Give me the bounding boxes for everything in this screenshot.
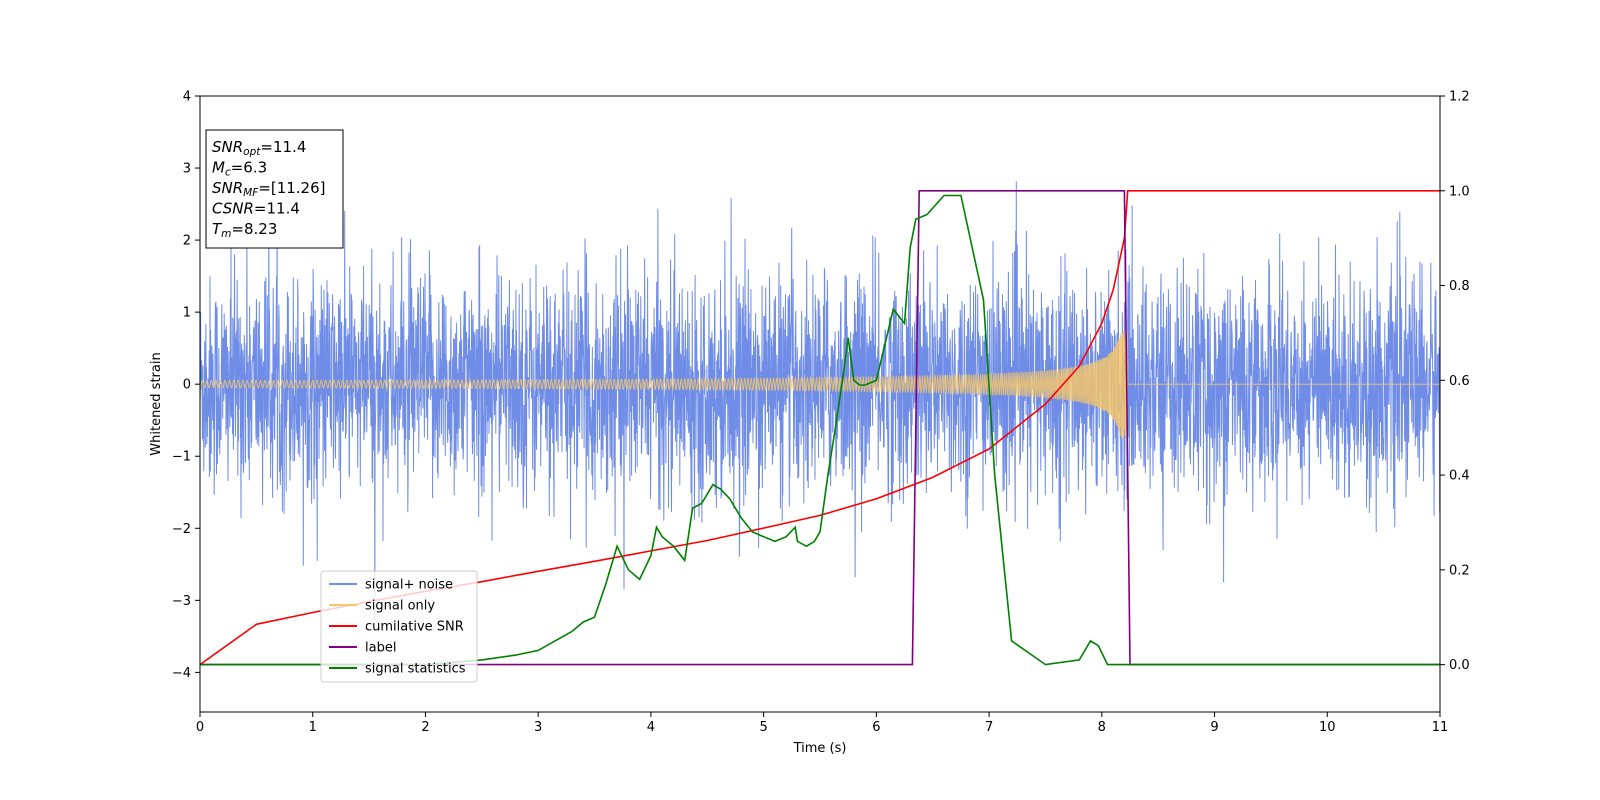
x-tick-label: 6 (872, 720, 880, 735)
legend-label: signal statistics (365, 662, 466, 677)
series-signal-noise (200, 177, 1440, 620)
y-tick-label: −4 (172, 666, 191, 681)
legend-label: signal+ noise (365, 578, 453, 593)
x-tick-label: 3 (534, 720, 542, 735)
y-tick-label: −3 (172, 594, 191, 609)
y2-tick-label: 0.2 (1449, 563, 1470, 578)
x-tick-label: 4 (647, 720, 655, 735)
info-line: Mc=6.3 (212, 159, 267, 179)
x-tick-label: 0 (196, 720, 204, 735)
y2-tick-label: 1.0 (1449, 184, 1470, 199)
y2-tick-label: 0.4 (1449, 469, 1470, 484)
info-line: SNRMF=[11.26] (212, 179, 326, 199)
y2-tick-label: 0.0 (1449, 658, 1470, 673)
x-axis: 0 1 2 3 4 5 6 7 8 9 10 11 (196, 712, 1448, 735)
y-axis-right: 1.2 1.0 0.8 0.6 0.4 0.2 0.0 (1440, 90, 1470, 673)
x-tick-label: 9 (1210, 720, 1218, 735)
y2-tick-label: 0.6 (1449, 374, 1470, 389)
legend-label: signal only (365, 599, 435, 614)
y-tick-label: 2 (183, 234, 191, 249)
y2-tick-label: 0.8 (1449, 279, 1470, 294)
x-axis-label: Time (s) (793, 741, 847, 756)
x-tick-label: 1 (309, 720, 317, 735)
legend-label: cumilative SNR (365, 620, 464, 635)
x-tick-label: 10 (1319, 720, 1336, 735)
series-signal-only (200, 330, 1440, 439)
x-tick-label: 8 (1098, 720, 1106, 735)
x-tick-label: 11 (1432, 720, 1449, 735)
x-tick-label: 7 (985, 720, 993, 735)
info-line: CSNR=11.4 (212, 200, 300, 218)
y2-tick-label: 1.2 (1449, 90, 1470, 105)
legend: signal+ noise signal only cumilative SNR la… (320, 570, 478, 683)
info-line: Tm=8.23 (212, 220, 277, 240)
y-tick-label: 0 (183, 378, 191, 393)
x-tick-label: 5 (759, 720, 767, 735)
y-tick-label: 4 (183, 90, 191, 105)
y-tick-label: 3 (183, 162, 191, 177)
info-box-frame (205, 129, 344, 249)
y-tick-label: −2 (172, 522, 191, 537)
y-axis-label: Whitened strain (149, 352, 164, 455)
plot-frame (199, 95, 1441, 713)
series-signal-statistics (200, 194, 1440, 666)
info-line: SNRopt=11.4 (212, 138, 306, 158)
legend-frame (320, 570, 478, 683)
y-tick-label: −1 (172, 450, 191, 465)
y-tick-label: 1 (183, 306, 191, 321)
y-axis-left: 4 3 2 1 0 −1 −2 −3 −4 (172, 90, 200, 681)
legend-label: label (365, 641, 396, 656)
x-tick-label: 2 (421, 720, 429, 735)
